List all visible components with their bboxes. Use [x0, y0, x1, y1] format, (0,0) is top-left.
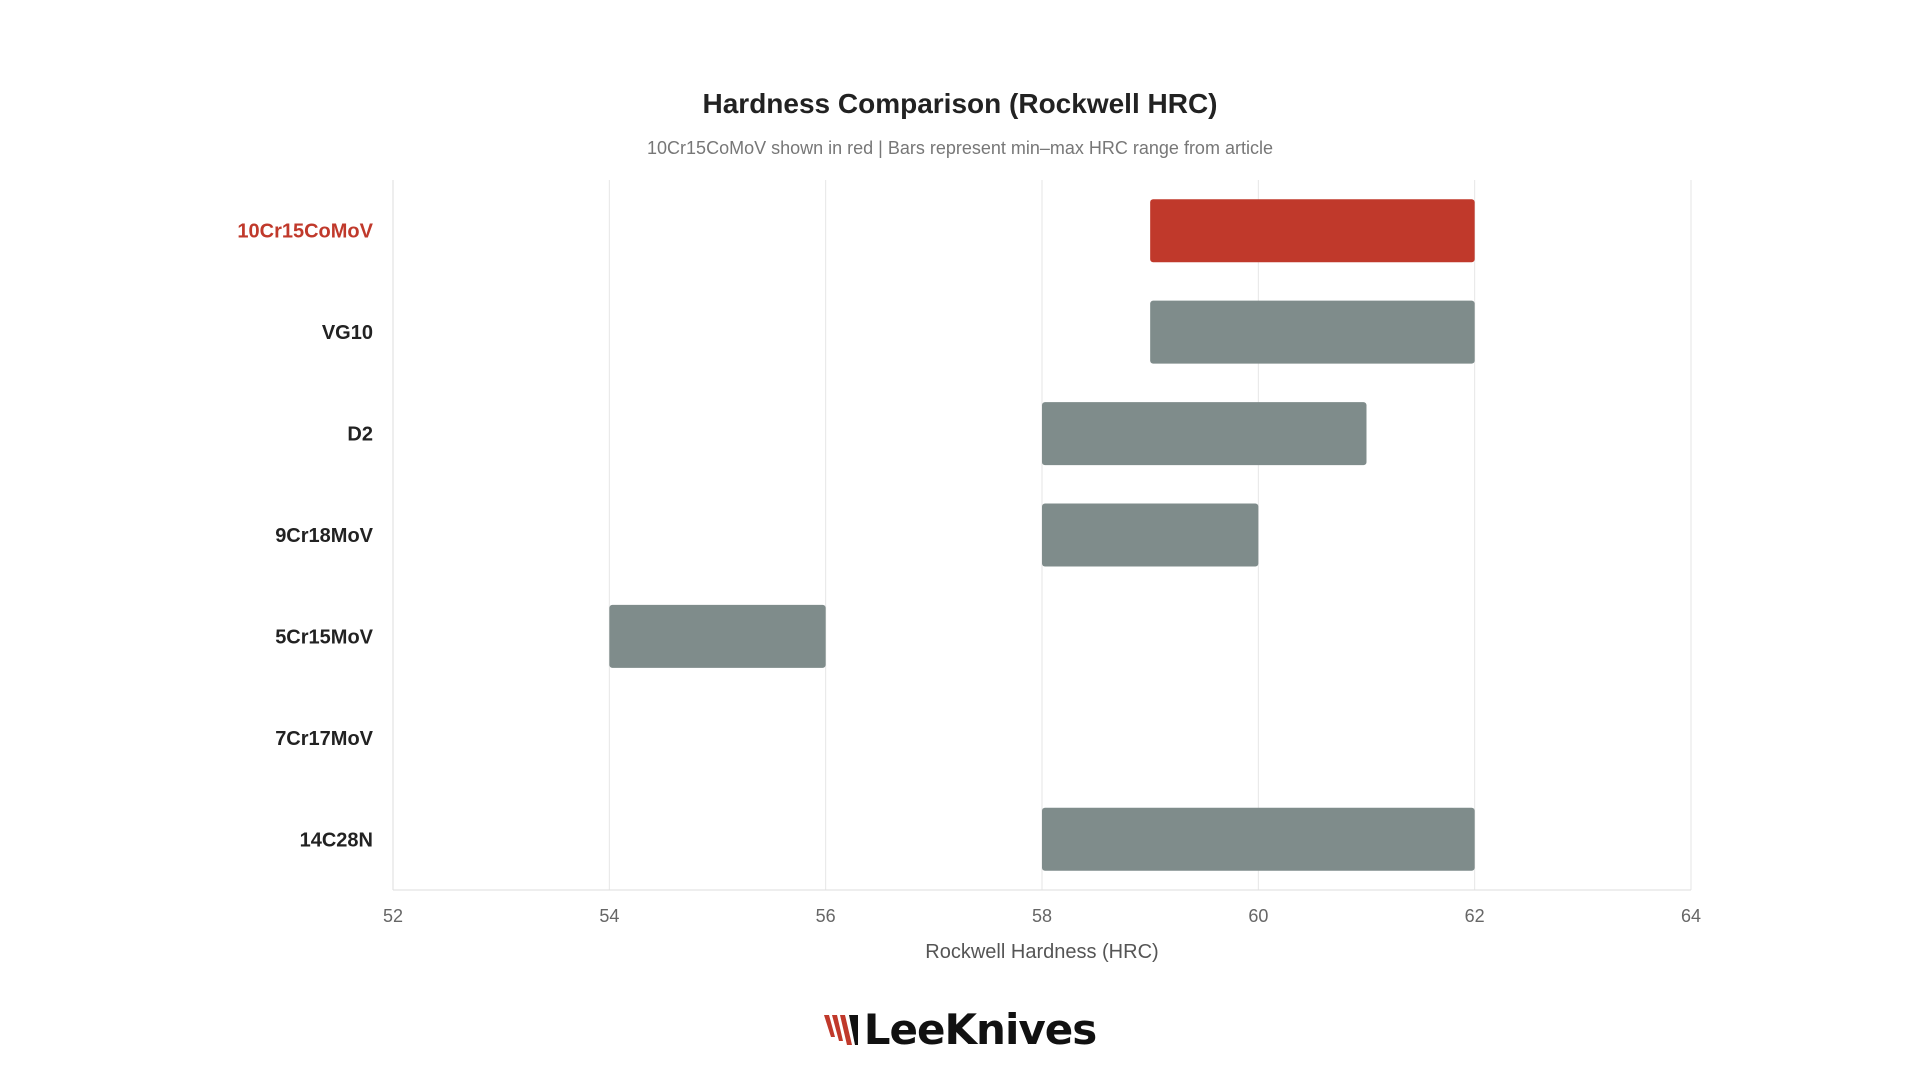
x-tick-label: 52 — [383, 906, 403, 926]
category-label: 9Cr18MoV — [275, 525, 373, 547]
range-bar — [1150, 300, 1475, 364]
chart-title: Hardness Comparison (Rockwell HRC) — [702, 88, 1218, 119]
range-bar — [609, 604, 826, 668]
x-tick-label: 58 — [1032, 906, 1052, 926]
category-label: VG10 — [322, 322, 373, 344]
x-axis-label: Rockwell Hardness (HRC) — [925, 941, 1158, 963]
x-tick-label: 54 — [599, 906, 619, 926]
range-bar — [1042, 503, 1259, 567]
range-bar — [1042, 807, 1475, 871]
category-label: 5Cr15MoV — [275, 626, 373, 648]
category-label: 10Cr15CoMoV — [237, 221, 373, 243]
x-tick-label: 60 — [1248, 906, 1268, 926]
x-tick-label: 62 — [1465, 906, 1485, 926]
category-label: D2 — [347, 424, 373, 446]
x-tick-label: 64 — [1681, 906, 1701, 926]
range-bar — [1042, 402, 1367, 466]
range-bar — [1150, 199, 1475, 263]
x-tick-label: 56 — [816, 906, 836, 926]
category-label: 14C28N — [300, 829, 373, 851]
chart-subtitle: 10Cr15CoMoV shown in red | Bars represen… — [647, 138, 1273, 158]
brand-logo: LeeKnives — [0, 1005, 1920, 1054]
claw-mark-icon — [823, 1014, 858, 1045]
category-label: 7Cr17MoV — [275, 728, 373, 750]
logo-text: LeeKnives — [863, 1005, 1097, 1054]
